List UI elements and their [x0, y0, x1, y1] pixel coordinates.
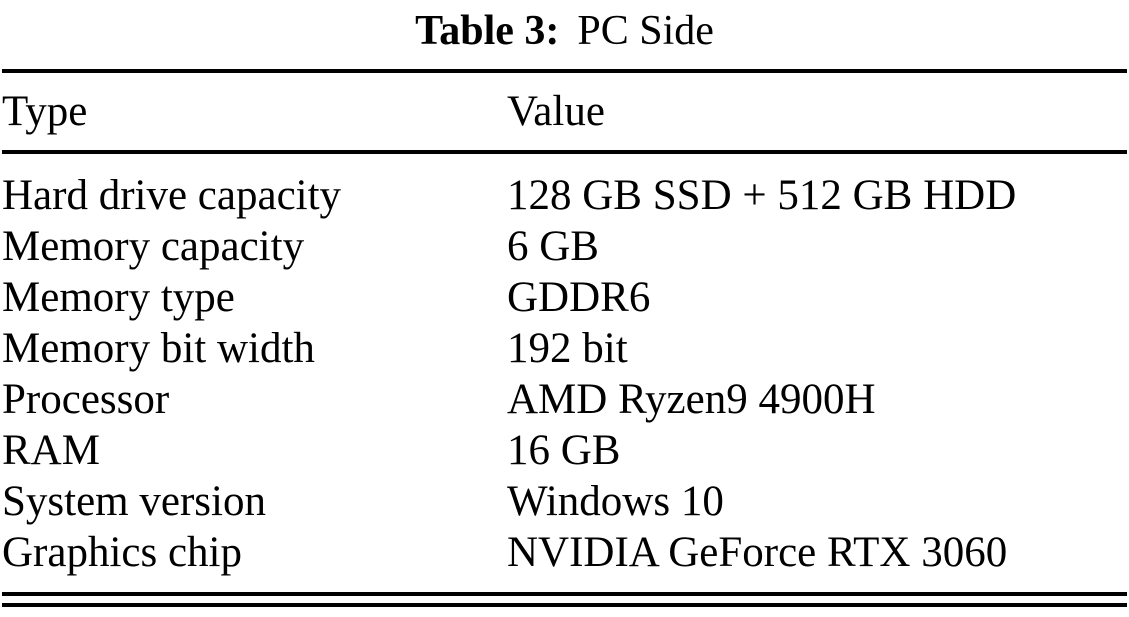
table-row: Processor AMD Ryzen9 4900H — [2, 374, 1127, 425]
table-row: Memory bit width 192 bit — [2, 323, 1127, 374]
type-cell: System version — [2, 477, 266, 525]
table-caption-label: Table 3: — [415, 8, 560, 54]
table-row: Graphics chip NVIDIA GeForce RTX 3060 — [2, 527, 1127, 592]
bottom-rule-2 — [2, 602, 1127, 607]
type-cell: RAM — [2, 426, 100, 474]
table-row: Memory capacity 6 GB — [2, 221, 1127, 272]
value-cell: AMD Ryzen9 4900H — [507, 375, 876, 423]
top-rule — [2, 68, 1127, 73]
table-row: RAM 16 GB — [2, 425, 1127, 476]
mid-rule — [2, 149, 1127, 154]
spec-table: Type Value — [2, 73, 1127, 150]
table-row: System version Windows 10 — [2, 476, 1127, 527]
type-cell: Graphics chip — [2, 528, 243, 576]
type-cell: Memory capacity — [2, 222, 305, 270]
table-caption: Table 3: PC Side — [2, 0, 1127, 59]
type-cell: Memory bit width — [2, 324, 315, 372]
table-caption-title: PC Side — [577, 8, 714, 54]
type-cell: Processor — [2, 375, 170, 423]
value-cell: NVIDIA GeForce RTX 3060 — [507, 528, 1008, 576]
header-cell-type: Type — [2, 87, 88, 135]
table-row: Memory type GDDR6 — [2, 272, 1127, 323]
value-cell: 128 GB SSD + 512 GB HDD — [507, 171, 1017, 219]
value-cell: GDDR6 — [507, 273, 651, 321]
value-cell: 16 GB — [507, 426, 621, 474]
type-cell: Hard drive capacity — [2, 171, 342, 219]
table-body: Hard drive capacity 128 GB SSD + 512 GB … — [2, 154, 1127, 592]
table-header: Type Value — [2, 73, 1127, 150]
value-cell: 192 bit — [507, 324, 628, 372]
type-cell: Memory type — [2, 273, 235, 321]
table-row: Hard drive capacity 128 GB SSD + 512 GB … — [2, 154, 1127, 221]
value-cell: Windows 10 — [507, 477, 724, 525]
spec-table-body: Hard drive capacity 128 GB SSD + 512 GB … — [2, 154, 1127, 592]
header-row: Type Value — [2, 73, 1127, 150]
bottom-rule-1 — [2, 591, 1127, 596]
value-cell: 6 GB — [507, 222, 599, 270]
bottom-double-rule — [2, 591, 1127, 607]
header-cell-value: Value — [507, 87, 605, 135]
